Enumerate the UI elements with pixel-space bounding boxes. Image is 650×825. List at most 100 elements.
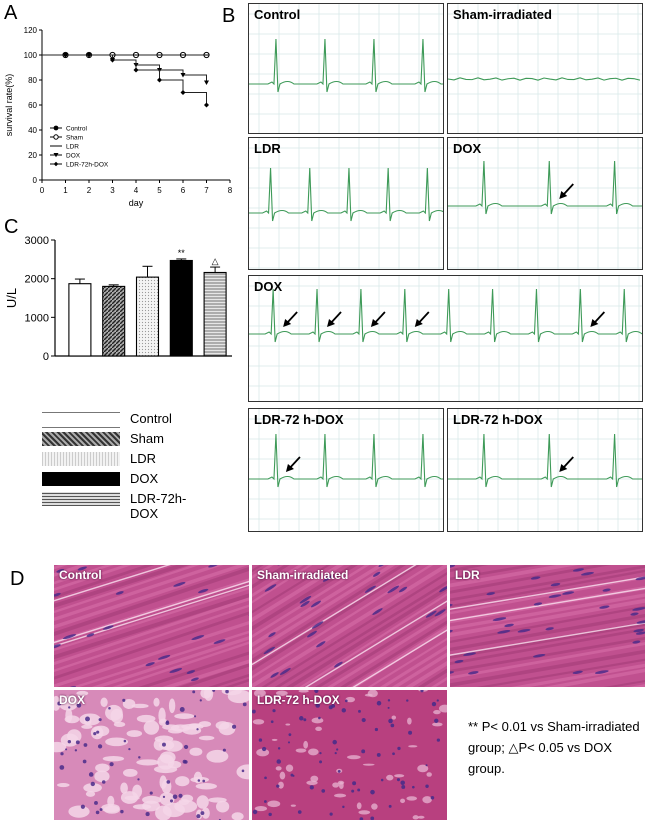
- muscle-fiber: [252, 565, 447, 667]
- nucleus: [436, 699, 439, 702]
- legend-label: DOX: [66, 153, 81, 160]
- muscle-fiber: [252, 565, 447, 687]
- vacuole: [285, 764, 294, 772]
- ecg-arrowhead: [285, 464, 294, 472]
- legend-entry-control: Control: [42, 410, 212, 430]
- legend-entry-dox: DOX: [42, 470, 212, 490]
- vacuole: [81, 724, 93, 729]
- nucleus: [550, 582, 561, 587]
- bar-annotation: **: [178, 248, 186, 258]
- vacuole: [126, 730, 143, 738]
- histology-label-sham: Sham-irradiated: [257, 568, 349, 582]
- vacuole: [253, 690, 266, 698]
- nucleus: [297, 810, 302, 814]
- muscle-fiber: [450, 565, 645, 616]
- histology-label-control: Control: [59, 568, 102, 582]
- muscle-fiber: [252, 565, 447, 687]
- nucleus: [54, 592, 61, 597]
- nucleus: [82, 759, 87, 764]
- x-axis-label: day: [129, 198, 144, 208]
- histology-image-sham: [252, 565, 447, 687]
- nucleus: [88, 772, 94, 777]
- nucleus: [218, 818, 221, 820]
- nucleus: [75, 740, 80, 745]
- y-tick-label: 1000: [25, 312, 49, 324]
- nucleus: [90, 781, 95, 787]
- nucleus: [279, 667, 291, 675]
- nucleus: [145, 812, 150, 817]
- vacuole: [310, 775, 319, 782]
- nucleus: [380, 778, 384, 782]
- y-tick-label: 120: [24, 26, 38, 35]
- vacuole: [417, 815, 425, 819]
- ecg-waveform: [249, 38, 443, 93]
- nucleus: [276, 759, 281, 764]
- ecg-trace-ldr72-a: [249, 409, 443, 531]
- muscle-fiber: [252, 565, 447, 687]
- nucleus: [270, 672, 279, 678]
- vacuole: [102, 756, 125, 762]
- nucleus: [398, 586, 408, 593]
- nucleus: [392, 752, 395, 756]
- vacuole: [131, 703, 149, 709]
- vacuole: [158, 718, 168, 726]
- nucleus: [268, 812, 272, 817]
- histology-label-dox: DOX: [59, 693, 86, 707]
- vacuole: [285, 723, 291, 726]
- vacuole: [231, 812, 244, 820]
- ecg-trace-dox-long: [249, 276, 642, 401]
- vacuole: [252, 719, 265, 725]
- nucleus: [420, 690, 424, 693]
- histology-image-control: [54, 565, 249, 687]
- nucleus: [149, 791, 153, 795]
- nucleus: [65, 748, 68, 751]
- nucleus: [599, 605, 610, 609]
- muscle-fiber: [54, 609, 249, 687]
- legend-label: Control: [66, 126, 88, 133]
- vacuole: [347, 755, 361, 760]
- muscle-fiber: [252, 565, 447, 685]
- muscle-fiber: [252, 565, 447, 687]
- vacuole: [101, 803, 120, 813]
- nucleus: [372, 608, 383, 615]
- nucleus: [595, 670, 609, 674]
- nucleus: [252, 809, 258, 815]
- nucleus: [533, 653, 546, 658]
- nucleus: [225, 690, 229, 694]
- ecg-waveform: [249, 433, 443, 488]
- nucleus: [370, 816, 375, 820]
- ecg-arrowhead: [590, 319, 599, 327]
- vacuole: [438, 704, 447, 713]
- nucleus: [406, 699, 409, 702]
- muscle-fiber: [54, 565, 249, 662]
- vacuole: [358, 810, 371, 815]
- vacuole: [254, 806, 267, 812]
- legend-swatch-control: [42, 412, 120, 428]
- x-tick-label: 1: [63, 186, 68, 195]
- vacuole: [167, 728, 184, 734]
- nucleus: [388, 804, 392, 808]
- vacuole: [105, 737, 129, 747]
- y-tick-label: 20: [28, 151, 37, 160]
- nucleus: [387, 585, 400, 594]
- legend-marker: [53, 125, 59, 131]
- muscle-fiber: [252, 589, 447, 687]
- nucleus: [450, 565, 456, 569]
- x-tick-label: 3: [110, 186, 115, 195]
- nucleus: [468, 671, 479, 675]
- vacuole: [136, 714, 156, 723]
- nucleus: [277, 747, 281, 750]
- vacuole: [122, 698, 136, 709]
- nucleus: [179, 707, 185, 712]
- muscle-fiber: [252, 571, 447, 687]
- vacuole: [307, 748, 319, 756]
- nucleus: [178, 793, 183, 798]
- nucleus: [336, 748, 339, 751]
- vacuole: [275, 766, 282, 771]
- nucleus: [74, 749, 78, 752]
- data-point: [133, 67, 139, 73]
- x-tick-label: 2: [87, 186, 92, 195]
- legend-entry-ldr: LDR: [42, 450, 212, 470]
- vacuole: [174, 713, 195, 720]
- nucleus: [166, 780, 171, 784]
